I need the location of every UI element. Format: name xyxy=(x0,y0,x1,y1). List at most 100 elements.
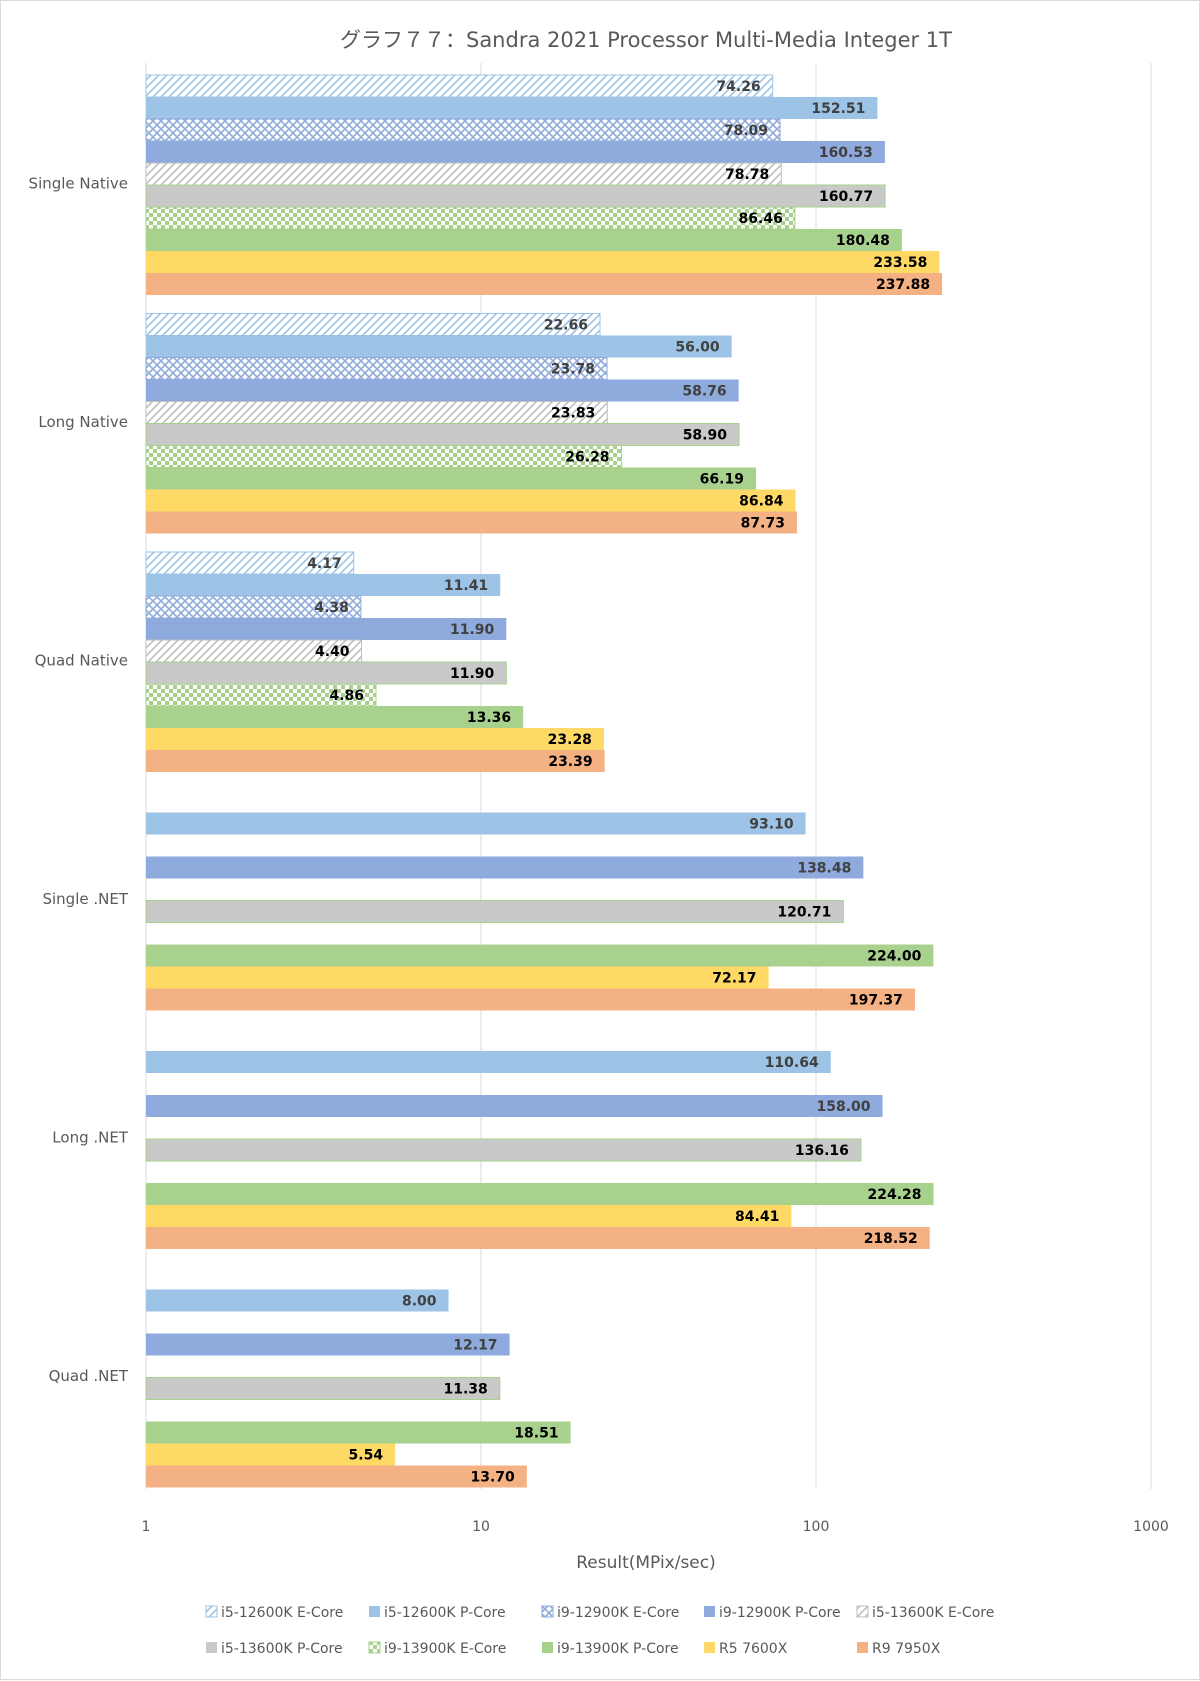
data-label-single-native-i9-13900k-p-core: 180.48 xyxy=(836,233,890,249)
data-label-quad-native-i9-13900k-e-core: 4.86 xyxy=(329,688,364,704)
x-tick-label-1: 1 xyxy=(142,1519,151,1535)
bar-single-net-i5-12600k-p-core xyxy=(146,812,806,835)
data-label-long-net-i5-12600k-p-core: 110.64 xyxy=(765,1055,819,1071)
legend-item-i5-13600k-p-core: i5-13600K P-Core xyxy=(206,1641,343,1657)
data-label-quad-net-i5-12600k-p-core: 8.00 xyxy=(402,1294,437,1310)
value-axis: 1 10 100 1000 xyxy=(142,1519,1169,1535)
legend-label-i9-13900k-e-core: i9-13900K E-Core xyxy=(384,1641,506,1657)
data-label-long-native-i9-13900k-p-core: 66.19 xyxy=(700,472,744,488)
data-label-quad-native-i5-13600k-e-core: 4.40 xyxy=(315,644,350,660)
data-label-single-net-r5-7600x: 72.17 xyxy=(712,971,756,987)
legend-item-i9-12900k-e-core: i9-12900K E-Core xyxy=(541,1605,679,1621)
legend-swatch-i9-12900k-e-core xyxy=(541,1605,554,1618)
data-label-long-net-i5-13600k-p-core: 136.16 xyxy=(795,1143,849,1159)
bar-long-native-r9-7950x xyxy=(146,511,797,534)
bar-long-native-r5-7600x xyxy=(146,489,796,512)
bar-long-native-i5-12600k-p-core xyxy=(146,335,732,358)
legend-item-r5-7600x: R5 7600X xyxy=(704,1641,788,1657)
legend-label-i9-12900k-p-core: i9-12900K P-Core xyxy=(719,1605,841,1621)
legend-item-r9-7950x: R9 7950X xyxy=(857,1641,941,1657)
data-label-quad-native-i9-13900k-p-core: 13.36 xyxy=(467,710,511,726)
data-label-long-native-i5-12600k-p-core: 56.00 xyxy=(675,340,720,356)
data-label-quad-net-r9-7950x: 13.70 xyxy=(471,1470,516,1486)
data-label-single-native-i5-12600k-e-core: 74.26 xyxy=(716,79,760,95)
bar-quad-native-i9-12900k-p-core xyxy=(146,618,507,640)
data-label-long-native-r5-7600x: 86.84 xyxy=(739,494,784,510)
data-label-single-native-i5-13600k-p-core: 160.77 xyxy=(819,189,873,205)
data-label-single-net-i9-12900k-p-core: 138.48 xyxy=(797,861,851,877)
legend-label-r9-7950x: R9 7950X xyxy=(872,1641,941,1657)
bar-quad-net-r9-7950x xyxy=(146,1465,527,1488)
data-label-quad-net-i9-13900k-p-core: 18.51 xyxy=(514,1426,558,1442)
data-label-quad-native-i5-13600k-p-core: 11.90 xyxy=(450,666,495,682)
bar-single-net-i9-12900k-p-core xyxy=(146,856,864,879)
data-label-long-native-i9-12900k-p-core: 58.76 xyxy=(682,384,726,400)
data-label-long-native-i5-13600k-p-core: 58.90 xyxy=(683,428,728,444)
category-label-single-net: Single .NET xyxy=(42,890,128,908)
legend-item-i5-12600k-e-core: i5-12600K E-Core xyxy=(205,1605,343,1621)
data-label-long-native-r9-7950x: 87.73 xyxy=(741,516,785,532)
data-label-single-native-r9-7950x: 237.88 xyxy=(876,277,930,293)
category-label-long-native: Long Native xyxy=(38,413,128,431)
category-label-long-net: Long .NET xyxy=(52,1128,129,1146)
data-label-single-native-i9-12900k-e-core: 78.09 xyxy=(724,123,768,139)
legend-swatch-r9-7950x xyxy=(857,1642,868,1653)
category-label-quad-native: Quad Native xyxy=(35,651,128,669)
data-label-long-net-i9-13900k-p-core: 224.28 xyxy=(867,1187,921,1203)
data-label-long-native-i9-13900k-e-core: 26.28 xyxy=(565,450,609,466)
bar-quad-net-r5-7600x xyxy=(146,1443,396,1466)
bar-long-net-i9-13900k-p-core xyxy=(146,1183,934,1205)
bar-quad-net-i9-13900k-p-core xyxy=(146,1421,571,1444)
bar-single-native-i5-12600k-e-core xyxy=(145,74,774,98)
data-label-single-native-i5-12600k-p-core: 152.51 xyxy=(811,101,865,117)
bar-long-net-r9-7950x xyxy=(146,1227,930,1249)
data-label-quad-native-i5-12600k-p-core: 11.41 xyxy=(444,578,488,594)
bar-quad-native-i5-12600k-p-core xyxy=(146,574,501,596)
data-label-long-net-r9-7950x: 218.52 xyxy=(864,1231,918,1247)
legend-item-i5-13600k-e-core: i5-13600K E-Core xyxy=(856,1605,994,1621)
bar-long-native-i9-12900k-e-core xyxy=(145,357,608,380)
bar-single-native-i9-12900k-e-core xyxy=(145,118,781,142)
bar-quad-net-i5-12600k-p-core xyxy=(146,1289,449,1312)
bar-long-native-i9-13900k-p-core xyxy=(146,467,756,490)
bar-single-net-r5-7600x xyxy=(146,966,769,989)
x-axis-title: Result(MPix/sec) xyxy=(576,1553,716,1573)
bar-single-native-i5-12600k-p-core xyxy=(146,97,878,119)
legend-item-i9-13900k-e-core: i9-13900K E-Core xyxy=(368,1641,506,1657)
bar-long-native-i5-12600k-e-core xyxy=(145,313,601,336)
legend-swatch-i9-13900k-p-core xyxy=(542,1642,553,1653)
bar-long-native-i5-13600k-e-core xyxy=(145,401,608,424)
bar-quad-net-i9-12900k-p-core xyxy=(146,1333,510,1356)
legend-swatch-i5-13600k-e-core xyxy=(856,1605,869,1618)
bar-long-native-i9-13900k-e-core xyxy=(145,445,623,468)
legend-swatch-r5-7600x xyxy=(704,1642,715,1653)
legend-item-i9-13900k-p-core: i9-13900K P-Core xyxy=(542,1641,679,1657)
bar-single-net-i9-13900k-p-core xyxy=(146,944,934,967)
legend-swatch-i5-13600k-p-core xyxy=(206,1642,217,1653)
bar-single-net-i5-13600k-p-core xyxy=(145,900,844,923)
data-label-long-net-r5-7600x: 84.41 xyxy=(735,1209,779,1225)
bar-quad-native-r5-7600x xyxy=(146,728,604,750)
bar-long-net-i9-12900k-p-core xyxy=(146,1095,883,1117)
data-label-long-native-i5-12600k-e-core: 22.66 xyxy=(544,318,588,334)
data-labels: 74.26 152.51 78.09 160.53 78.78 160.77 86.46 18… xyxy=(307,79,930,1486)
bar-single-native-i9-13900k-e-core xyxy=(145,206,796,230)
data-label-long-native-i9-12900k-e-core: 23.78 xyxy=(551,362,595,378)
legend-swatch-i9-12900k-p-core xyxy=(704,1606,715,1617)
data-label-single-native-i9-12900k-p-core: 160.53 xyxy=(819,145,873,161)
bar-single-native-i5-13600k-p-core xyxy=(145,184,886,208)
bar-long-net-i5-13600k-p-core xyxy=(145,1138,862,1162)
bar-quad-native-i9-13900k-p-core xyxy=(146,706,524,728)
legend-item-i9-12900k-p-core: i9-12900K P-Core xyxy=(704,1605,841,1621)
x-tick-label-10: 10 xyxy=(472,1519,490,1535)
category-axis: Single Native Long Native Quad Native Singl… xyxy=(29,174,129,1385)
category-label-quad-net: Quad .NET xyxy=(49,1367,129,1385)
data-label-single-net-i9-13900k-p-core: 224.00 xyxy=(867,949,921,965)
legend-label-i5-12600k-e-core: i5-12600K E-Core xyxy=(221,1605,343,1621)
legend-label-i9-12900k-e-core: i9-12900K E-Core xyxy=(557,1605,679,1621)
legend-label-i5-12600k-p-core: i5-12600K P-Core xyxy=(384,1605,506,1621)
x-tick-label-100: 100 xyxy=(803,1519,830,1535)
bar-quad-native-r9-7950x xyxy=(146,750,605,772)
bar-single-native-i9-12900k-p-core xyxy=(146,141,885,163)
